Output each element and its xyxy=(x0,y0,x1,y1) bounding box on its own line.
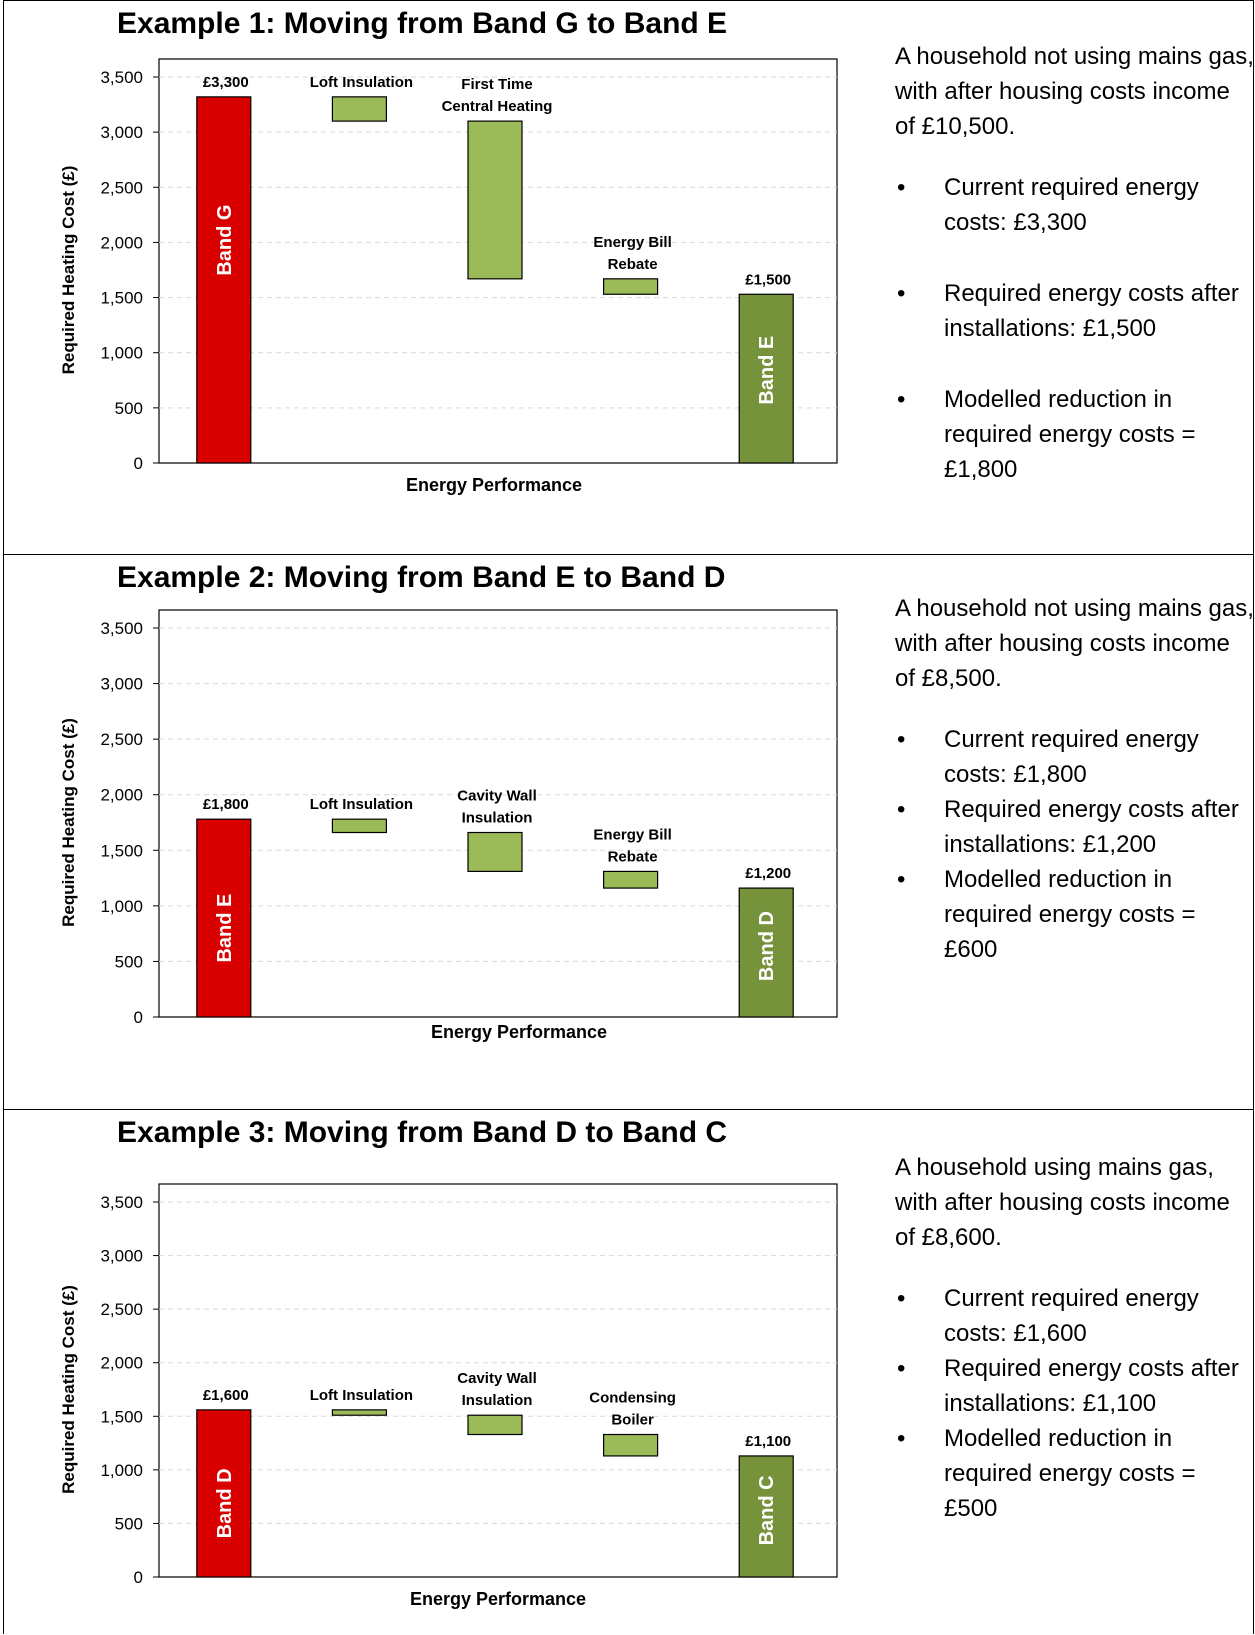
x-axis-label: Energy Performance xyxy=(406,475,582,495)
waterfall-chart-2: 0 500 1,000 1,500 2,000 2,500 3,000 3,500 Requir… xyxy=(59,609,838,1042)
bar-inner-label: Band G xyxy=(214,205,236,276)
y-tick-label: 2,500 xyxy=(100,178,143,197)
y-tick-label: 1,500 xyxy=(100,289,143,308)
y-tick-label: 3,500 xyxy=(100,1193,143,1212)
plot-area xyxy=(158,609,838,1018)
y-tick-label: 0 xyxy=(134,454,143,473)
waterfall-chart-3: 0 500 1,000 1,500 2,000 2,500 3,000 3,500 Requir… xyxy=(59,1183,838,1609)
description-intro: A household not using mains gas, with af… xyxy=(895,43,1254,140)
bullet-reduction: Modelled reduction in required energy co… xyxy=(895,382,1255,487)
bullet-after-cost: Required energy costs after installation… xyxy=(895,792,1255,862)
bar-inner-label: Band D xyxy=(214,1468,236,1538)
example-panel-3: Example 3: Moving from Band D to Band C … xyxy=(3,1109,1254,1634)
y-tick-label: 2,500 xyxy=(100,730,143,749)
y-tick-label: 0 xyxy=(134,1008,143,1027)
step-bar xyxy=(602,870,659,889)
y-tick-label: 2,000 xyxy=(100,1354,143,1373)
example-panel-2: Example 2: Moving from Band E to Band D … xyxy=(3,554,1254,1110)
y-tick-label: 3,500 xyxy=(100,68,143,87)
description-bullets: Current required energy costs: £1,600 Re… xyxy=(895,1281,1255,1526)
bar-inner-label: Band E xyxy=(756,336,778,405)
example-description: A household not using mains gas, with af… xyxy=(895,39,1255,487)
example-panel-1: Example 1: Moving from Band G to Band E … xyxy=(3,0,1254,555)
bar-top-label: Loft Insulation xyxy=(310,796,413,813)
y-axis-label: Required Heating Cost (£) xyxy=(59,718,78,927)
bullet-current-cost: Current required energy costs: £1,600 xyxy=(895,1281,1255,1351)
bullet-reduction: Modelled reduction in required energy co… xyxy=(895,1421,1255,1526)
y-tick-label: 1,500 xyxy=(100,1407,143,1426)
step-bar xyxy=(467,120,523,280)
bar-inner-label: Band D xyxy=(756,911,778,981)
bar-top-label: First Time Central Heating xyxy=(442,76,553,115)
y-tick-label: 3,000 xyxy=(100,123,143,142)
x-axis-label: Energy Performance xyxy=(431,1022,607,1042)
bar-inner-label: Band E xyxy=(214,894,236,963)
y-tick-label: 1,000 xyxy=(100,344,143,363)
y-axis-label: Required Heating Cost (£) xyxy=(59,1285,78,1494)
y-tick-label: 500 xyxy=(115,952,143,971)
total-bar xyxy=(196,1409,252,1578)
y-tick-label: 3,000 xyxy=(100,1247,143,1266)
description-bullets: Current required energy costs: £1,800 Re… xyxy=(895,722,1255,967)
bar-top-label: Loft Insulation xyxy=(310,1387,413,1404)
total-bar xyxy=(738,293,794,464)
step-bar xyxy=(467,831,523,873)
y-axis-label: Required Heating Cost (£) xyxy=(59,166,78,375)
step-bar xyxy=(331,96,387,122)
example-title: Example 3: Moving from Band D to Band C xyxy=(117,1116,728,1149)
bar-top-label: Loft Insulation xyxy=(310,74,413,91)
step-bar xyxy=(331,1409,387,1416)
step-bar xyxy=(602,278,659,295)
y-tick-label: 3,000 xyxy=(100,675,143,694)
total-bar xyxy=(196,96,252,464)
bar-top-label: Condensing Boiler xyxy=(589,1390,676,1429)
description-bullets: Current required energy costs: £3,300 Re… xyxy=(895,170,1255,487)
total-bar xyxy=(738,887,794,1018)
y-tick-label: 2,000 xyxy=(100,786,143,805)
bar-top-label: £1,200 xyxy=(745,865,791,882)
y-tick-label: 1,500 xyxy=(100,841,143,860)
y-tick-label: 2,500 xyxy=(100,1300,143,1319)
bar-top-label: Cavity Wall Insulation xyxy=(457,788,536,827)
bar-top-label: Cavity Wall Insulation xyxy=(457,1370,536,1409)
bullet-current-cost: Current required energy costs: £1,800 xyxy=(895,722,1255,792)
bar-top-label: £1,800 xyxy=(203,796,249,813)
step-bar xyxy=(467,1414,523,1436)
y-tick-label: 1,000 xyxy=(100,1461,143,1480)
y-tick-label: 1,000 xyxy=(100,897,143,916)
bullet-after-cost: Required energy costs after installation… xyxy=(895,276,1255,346)
bullet-reduction: Modelled reduction in required energy co… xyxy=(895,862,1255,967)
example-description: A household using mains gas, with after … xyxy=(895,1150,1255,1526)
description-intro: A household not using mains gas, with af… xyxy=(895,595,1254,692)
description-intro: A household using mains gas, with after … xyxy=(895,1154,1230,1251)
y-tick-label: 2,000 xyxy=(100,233,143,252)
bar-top-label: £3,300 xyxy=(203,74,249,91)
bullet-after-cost: Required energy costs after installation… xyxy=(895,1351,1255,1421)
bar-top-label: Energy Bill Rebate xyxy=(593,234,671,273)
x-axis-label: Energy Performance xyxy=(410,1589,586,1609)
plot-area xyxy=(158,1183,838,1578)
bar-top-label: £1,500 xyxy=(745,271,791,288)
step-bar xyxy=(331,818,387,834)
total-bar xyxy=(738,1455,794,1578)
y-tick-label: 500 xyxy=(115,399,143,418)
example-title: Example 1: Moving from Band G to Band E xyxy=(117,7,728,40)
y-tick-label: 3,500 xyxy=(100,619,143,638)
example-title: Example 2: Moving from Band E to Band D xyxy=(117,561,726,594)
bar-top-label: £1,100 xyxy=(745,1433,791,1450)
y-tick-label: 500 xyxy=(115,1514,143,1533)
waterfall-chart-1: 0 500 1,000 1,500 2,000 2,500 3,000 3,500 Requir… xyxy=(59,58,838,495)
step-bar xyxy=(602,1433,659,1457)
bar-inner-label: Band C xyxy=(756,1475,778,1545)
y-tick-label: 0 xyxy=(134,1568,143,1587)
total-bar xyxy=(196,818,252,1018)
example-description: A household not using mains gas, with af… xyxy=(895,591,1255,967)
bullet-current-cost: Current required energy costs: £3,300 xyxy=(895,170,1255,240)
bar-top-label: Energy Bill Rebate xyxy=(593,826,671,865)
bar-top-label: £1,600 xyxy=(203,1387,249,1404)
